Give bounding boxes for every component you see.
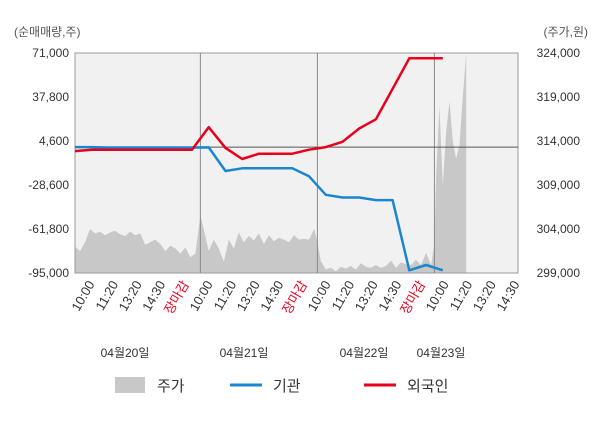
x-tick-label: 장마감 — [397, 278, 428, 317]
date-labels: 04월20일 04월21일 04월22일 04월23일 — [101, 346, 466, 360]
date-label: 04월23일 — [417, 346, 466, 360]
right-axis-unit: (주가,원) — [544, 25, 588, 39]
right-tick-label: 304,000 — [537, 222, 581, 236]
x-tick-label: 13:20 — [470, 278, 499, 314]
right-tick-label: 314,000 — [537, 134, 581, 148]
date-label: 04월22일 — [340, 346, 389, 360]
plot-border — [74, 52, 519, 274]
series-line-외국인 — [74, 57, 443, 161]
right-tick-label: 319,000 — [537, 90, 581, 104]
legend-label-institution: 기관 — [273, 378, 301, 395]
series-line-기관 — [75, 145, 444, 272]
left-axis: 71,000 37,800 4,600 -28,600 -61,800 -95,000 — [28, 46, 69, 280]
right-axis: 324,000 319,000 314,000 309,000 304,000 299,0… — [537, 46, 581, 280]
left-tick-label: -61,800 — [28, 222, 69, 236]
x-tick-label: 장마감 — [161, 278, 192, 317]
date-label: 04월20일 — [101, 346, 150, 360]
left-tick-label: -28,600 — [28, 178, 69, 192]
right-tick-label: 324,000 — [537, 46, 581, 60]
left-tick-label: 4,600 — [39, 134, 69, 148]
x-tick-label: 13:20 — [352, 278, 381, 314]
x-tick-label: 14:30 — [493, 278, 522, 314]
left-tick-label: 37,800 — [32, 90, 69, 104]
x-tick-label: 13:20 — [234, 278, 263, 314]
legend-swatch-price — [115, 377, 145, 393]
left-tick-label: 71,000 — [32, 46, 69, 60]
x-axis: 10:0011:2013:2014:30장마감10:0011:2013:2014… — [68, 278, 522, 317]
legend-label-price: 주가 — [157, 378, 185, 395]
legend: 주가 기관 외국인 — [115, 377, 448, 395]
right-tick-label: 309,000 — [537, 178, 581, 192]
x-tick-label: 10:00 — [304, 278, 333, 314]
x-tick-label: 13:20 — [116, 278, 145, 314]
price-area-layer — [75, 53, 467, 273]
price-area — [75, 53, 467, 273]
left-tick-label: -95,000 — [28, 266, 69, 280]
date-label: 04월21일 — [220, 346, 269, 360]
x-tick-label: 10:00 — [423, 278, 452, 314]
left-axis-unit: (순매매량,주) — [14, 25, 81, 39]
x-tick-label: 장마감 — [279, 278, 310, 317]
right-tick-label: 299,000 — [537, 266, 581, 280]
legend-label-foreigner: 외국인 — [407, 378, 448, 395]
x-tick-label: 10:00 — [68, 278, 97, 314]
line-layer — [74, 57, 444, 272]
x-tick-label: 10:00 — [186, 278, 215, 314]
